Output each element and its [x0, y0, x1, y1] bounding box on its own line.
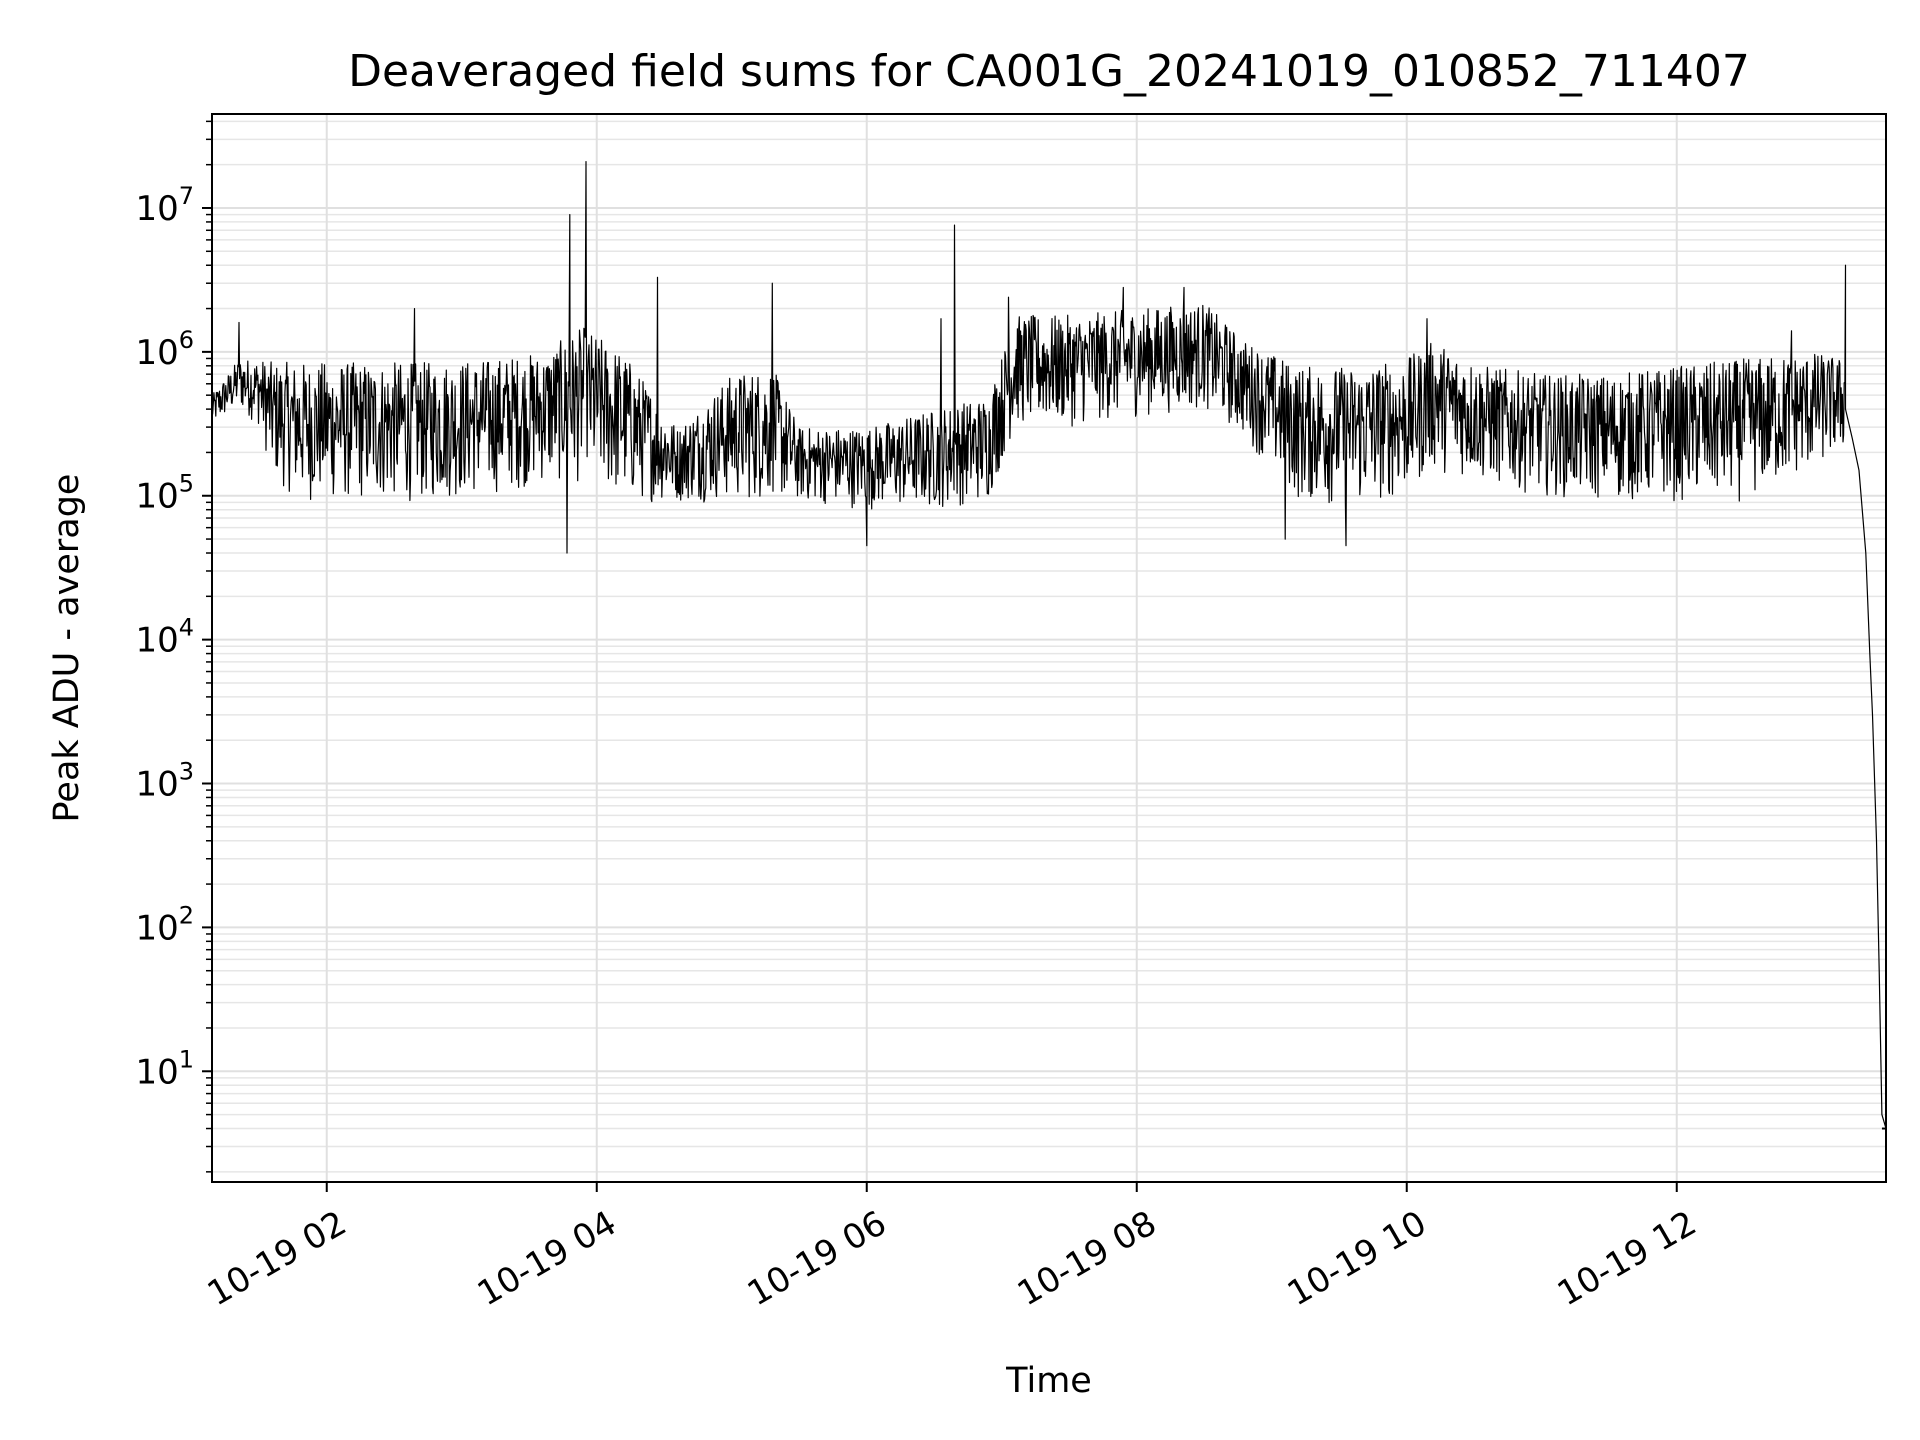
- x-tick-label: 10-19 06: [741, 1203, 893, 1314]
- y-tick-exponent: 5: [179, 470, 194, 498]
- y-tick-base: 10: [135, 189, 178, 229]
- y-tick-base: 10: [135, 1052, 178, 1092]
- y-tick-exponent: 1: [179, 1045, 194, 1073]
- y-tick-base: 10: [135, 765, 178, 805]
- y-tick-label: 103: [135, 758, 194, 805]
- series-path: [212, 161, 1886, 1129]
- plot-frame: [211, 113, 1887, 1183]
- y-axis-label: Peak ADU - average: [47, 474, 87, 823]
- y-tick-exponent: 6: [179, 326, 194, 354]
- x-axis: 10-19 02 10-19 04 10-19 06 10-19 08 10-19 10…: [201, 1182, 1703, 1314]
- y-tick-label: 105: [135, 470, 194, 517]
- y-tick-base: 10: [135, 333, 178, 373]
- series-line: [212, 161, 1886, 1130]
- y-tick-exponent: 7: [179, 182, 194, 210]
- y-tick-label: 101: [135, 1045, 194, 1092]
- x-tick-label: 10-19 08: [1011, 1203, 1163, 1314]
- x-tick-label: 10-19 04: [471, 1203, 623, 1314]
- x-tick-label: 10-19 02: [201, 1203, 353, 1314]
- x-tick-label: 10-19 10: [1281, 1203, 1433, 1314]
- y-tick-label: 102: [135, 901, 194, 948]
- x-tick-label: 10-19 12: [1551, 1203, 1703, 1314]
- y-tick-exponent: 3: [179, 758, 194, 786]
- grid-minor: [212, 120, 1886, 1173]
- y-tick-exponent: 2: [179, 901, 194, 929]
- y-tick-label: 107: [135, 182, 194, 229]
- y-tick-base: 10: [135, 621, 178, 661]
- y-tick-base: 10: [135, 908, 178, 948]
- y-tick-label: 104: [135, 614, 194, 661]
- chart-title: Deaveraged field sums for CA001G_2024101…: [348, 46, 1750, 97]
- x-axis-label: Time: [1005, 1361, 1092, 1401]
- grid-major: [212, 114, 1886, 1182]
- y-tick-base: 10: [135, 477, 178, 517]
- y-tick-exponent: 4: [179, 614, 194, 642]
- y-tick-label: 106: [135, 326, 194, 373]
